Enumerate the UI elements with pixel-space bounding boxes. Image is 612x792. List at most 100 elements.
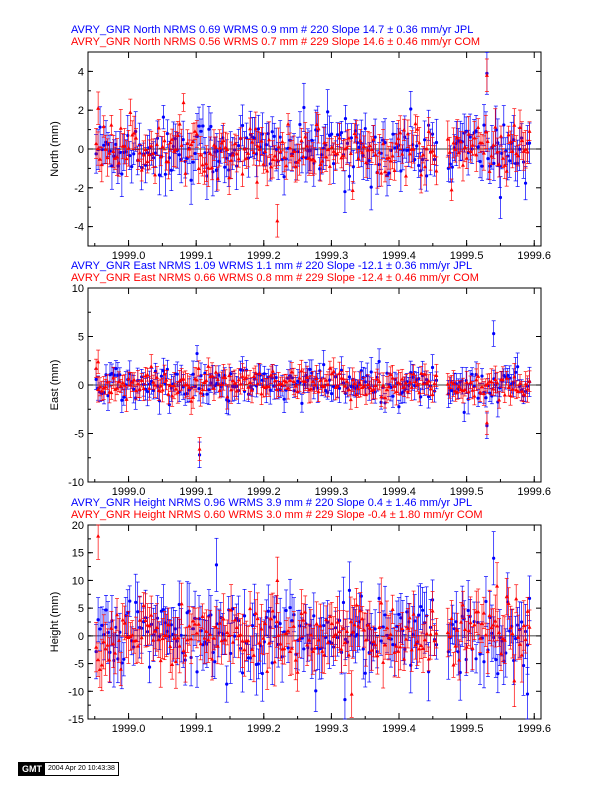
data-point xyxy=(207,127,211,131)
data-point xyxy=(346,135,351,140)
data-point xyxy=(143,618,148,623)
data-point xyxy=(128,110,133,115)
data-point xyxy=(493,377,498,382)
x-tick-label: 1999.6 xyxy=(517,486,551,498)
x-tick-label: 1999.6 xyxy=(517,723,551,735)
x-tick-label: 1999.6 xyxy=(517,250,551,262)
data-point xyxy=(147,386,152,390)
data-point xyxy=(114,366,118,371)
data-point xyxy=(116,638,121,642)
data-point xyxy=(168,140,173,145)
data-point xyxy=(153,172,158,177)
data-point xyxy=(310,156,315,161)
data-point xyxy=(197,124,201,128)
data-point xyxy=(249,387,254,392)
data-point xyxy=(143,147,148,152)
data-point xyxy=(331,162,336,166)
data-point xyxy=(460,162,465,167)
data-point xyxy=(476,396,480,400)
data-point xyxy=(492,556,496,560)
data-point xyxy=(318,167,322,171)
data-point xyxy=(217,620,222,625)
data-point xyxy=(371,136,376,141)
data-point xyxy=(462,410,466,414)
data-point xyxy=(97,156,102,161)
data-point xyxy=(179,633,183,637)
data-point xyxy=(472,393,477,398)
data-point xyxy=(270,157,275,161)
data-point xyxy=(126,133,130,138)
data-point xyxy=(173,659,178,664)
data-point xyxy=(349,136,353,140)
data-point xyxy=(466,397,470,401)
data-point xyxy=(122,620,127,625)
data-point xyxy=(134,135,139,140)
data-point xyxy=(94,141,99,146)
data-point xyxy=(289,369,294,374)
data-point xyxy=(124,156,129,161)
data-point xyxy=(230,378,235,383)
data-point xyxy=(453,147,458,151)
data-point xyxy=(276,382,281,387)
data-point xyxy=(293,164,298,169)
y-tick-label: 10 xyxy=(72,575,84,587)
data-point xyxy=(255,179,260,184)
data-point xyxy=(253,126,258,131)
data-point xyxy=(521,391,526,396)
data-point xyxy=(164,377,169,382)
data-point xyxy=(153,382,158,387)
data-point xyxy=(255,143,260,148)
data-point xyxy=(187,146,192,151)
data-point xyxy=(278,149,283,154)
data-point xyxy=(103,646,108,651)
data-point xyxy=(514,370,518,374)
data-point xyxy=(493,124,498,129)
data-point xyxy=(498,195,503,200)
data-point xyxy=(229,387,234,392)
y-tick-label: -2 xyxy=(74,183,84,195)
data-point xyxy=(132,645,136,649)
data-point xyxy=(402,127,407,132)
data-point xyxy=(233,634,237,638)
data-point xyxy=(373,383,378,388)
data-point xyxy=(278,622,282,626)
data-point xyxy=(113,156,118,160)
data-point xyxy=(213,660,217,664)
data-point xyxy=(223,145,228,150)
data-point xyxy=(115,612,120,617)
data-point xyxy=(259,391,264,396)
data-point xyxy=(326,147,331,152)
data-point xyxy=(134,638,139,642)
data-point xyxy=(401,390,405,394)
data-point xyxy=(318,162,323,166)
data-point xyxy=(500,155,505,160)
data-point xyxy=(159,374,164,378)
x-tick-label: 1999.1 xyxy=(179,486,213,498)
data-point xyxy=(257,371,262,375)
data-point xyxy=(521,149,526,153)
data-point xyxy=(413,619,417,623)
data-point xyxy=(474,657,478,661)
data-point xyxy=(116,379,121,384)
data-point xyxy=(161,608,165,612)
data-point xyxy=(474,377,479,382)
data-point xyxy=(153,369,158,373)
data-point xyxy=(242,647,247,652)
data-point xyxy=(481,391,486,396)
data-point xyxy=(248,126,253,131)
data-point xyxy=(352,381,357,386)
data-point xyxy=(246,151,251,155)
data-point xyxy=(383,141,387,145)
x-tick-label: 1999.3 xyxy=(315,486,349,498)
data-point xyxy=(208,632,213,637)
data-point xyxy=(379,394,384,399)
data-point xyxy=(287,378,292,382)
data-point xyxy=(175,372,179,376)
data-point xyxy=(308,386,313,391)
data-point xyxy=(303,379,308,383)
data-point xyxy=(135,643,140,648)
data-point xyxy=(149,612,154,617)
data-point xyxy=(192,129,197,133)
title-height-com: AVRY_GNR Height NRMS 0.60 WRMS 3.0 mm # … xyxy=(71,509,483,521)
data-point xyxy=(201,643,205,647)
